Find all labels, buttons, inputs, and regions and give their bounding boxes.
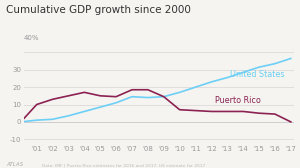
Text: United States: United States — [230, 70, 285, 79]
Text: 40%: 40% — [24, 35, 40, 41]
Text: ATLAS: ATLAS — [6, 162, 23, 167]
Text: Data: IMF | Puerto Rico estimates for 2016 and 2017, US estimate for 2017: Data: IMF | Puerto Rico estimates for 20… — [42, 163, 205, 167]
Text: Cumulative GDP growth since 2000: Cumulative GDP growth since 2000 — [6, 5, 191, 15]
Text: Puerto Rico: Puerto Rico — [214, 96, 260, 105]
